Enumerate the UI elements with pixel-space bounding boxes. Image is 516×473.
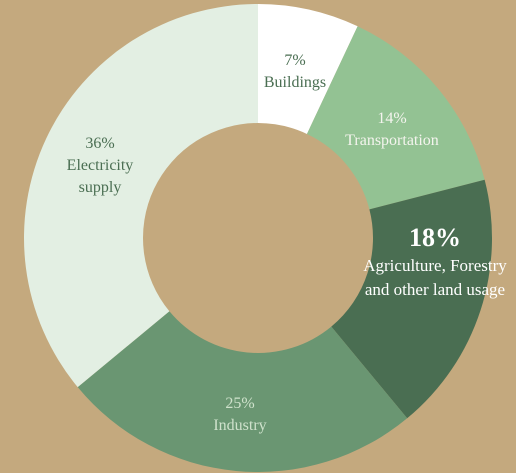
percent-label: 18% <box>409 223 461 252</box>
percent-label: 7% <box>284 52 306 69</box>
segment-label: 7% Buildings <box>245 50 345 94</box>
category-label: Transportation <box>345 132 439 149</box>
donut-segment <box>331 179 493 419</box>
percent-label: 25% <box>225 395 255 412</box>
percent-label: 36% <box>85 135 115 152</box>
donut-segment <box>77 311 408 473</box>
category-label: Buildings <box>263 74 327 91</box>
segment-label: 18% Agriculture, Forestry and other land … <box>353 222 516 302</box>
segment-label: 36% Electricity supply <box>53 133 148 199</box>
donut-segment <box>23 4 259 388</box>
category-label: Electricity supply <box>66 157 134 196</box>
segment-label: 14% Transportation <box>322 108 462 152</box>
category-label: Industry <box>213 417 267 434</box>
percent-label: 14% <box>377 110 407 127</box>
donut-segment <box>306 26 485 210</box>
segment-label: 25% Industry <box>180 393 300 437</box>
donut-segment <box>258 4 358 134</box>
category-label: Agriculture, Forestry and other land usa… <box>363 256 507 299</box>
